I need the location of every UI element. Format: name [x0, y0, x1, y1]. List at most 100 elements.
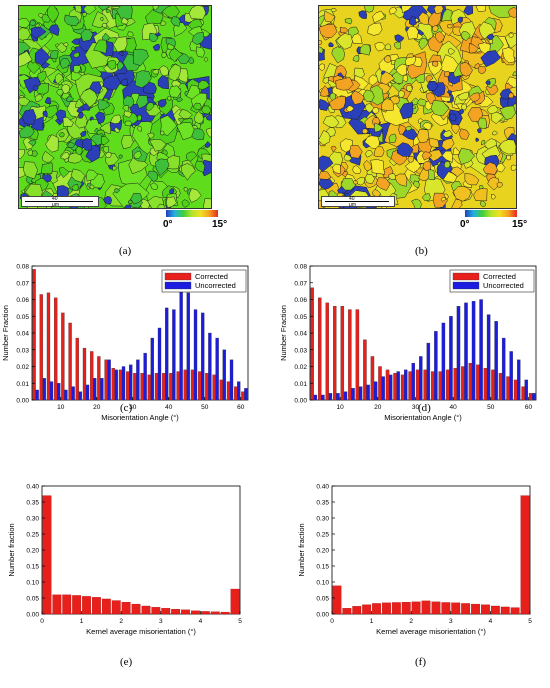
grain: [85, 169, 98, 182]
grain: [457, 147, 475, 165]
bar: [198, 371, 202, 401]
histogram-c: 0.00 0.01 0.02 0.03 0.04 0.05 0.06 0.07 0.08 10 20…: [0, 260, 260, 425]
grain: [181, 199, 191, 208]
bar: [528, 393, 533, 401]
grain: [372, 10, 386, 24]
bar: [244, 388, 248, 401]
bar: [494, 321, 498, 401]
grain: [332, 163, 341, 175]
bar: [172, 309, 176, 401]
grain: [322, 115, 340, 128]
grain: [56, 88, 64, 96]
x-tick-label: 5: [238, 618, 242, 625]
bar: [176, 371, 180, 401]
x-tick-label: 2: [119, 618, 123, 625]
bar: [118, 369, 123, 401]
grain: [452, 147, 461, 155]
x-tick-label: 60: [237, 404, 245, 411]
bar: [423, 369, 427, 401]
grain: [411, 198, 422, 208]
grain: [370, 159, 386, 175]
grain: [152, 6, 159, 11]
grain: [75, 98, 85, 109]
bar: [453, 368, 458, 401]
bar: [393, 373, 397, 401]
grain: [122, 105, 129, 113]
bar: [352, 606, 362, 615]
grain: [127, 31, 135, 38]
bar: [461, 366, 465, 401]
grain: [381, 98, 395, 111]
bar: [468, 363, 473, 401]
grain: [28, 139, 37, 146]
grain: [41, 13, 52, 23]
grain: [118, 154, 123, 160]
grain: [168, 85, 182, 98]
grain: [452, 186, 472, 202]
bar: [219, 379, 223, 401]
bar: [451, 602, 461, 615]
grain: [81, 137, 92, 151]
y-tick-label: 0.07: [16, 280, 29, 287]
y-tick-label: 0.03: [294, 347, 307, 354]
bar: [446, 369, 450, 401]
scale-label-a: 40 μm: [52, 196, 60, 208]
legend-swatch: [452, 272, 480, 281]
grain: [352, 165, 362, 174]
grain: [147, 132, 155, 139]
y-tick-label: 0.02: [16, 364, 29, 371]
grain: [405, 84, 413, 92]
grain: [42, 174, 52, 183]
grain: [67, 141, 76, 149]
legend-swatch: [164, 281, 192, 290]
grain: [433, 6, 444, 15]
bar: [400, 374, 405, 401]
grain: [123, 109, 133, 118]
x-tick-label: 10: [57, 404, 65, 411]
x-tick-label: 0: [330, 618, 334, 625]
grain: [427, 60, 443, 76]
grain: [384, 43, 392, 50]
y-tick-label: 0.02: [294, 364, 307, 371]
grain: [373, 122, 384, 133]
bar: [68, 322, 72, 401]
grain: [463, 6, 474, 16]
y-tick-label: 0.35: [316, 500, 329, 507]
grain: [492, 130, 498, 136]
grain: [19, 148, 26, 160]
bar: [193, 309, 198, 401]
bar: [147, 374, 151, 401]
grain: [46, 6, 60, 24]
bar: [222, 349, 226, 401]
grain: [373, 145, 385, 158]
grain: [170, 16, 181, 27]
bar: [64, 389, 68, 401]
grain: [128, 199, 133, 205]
bar: [366, 384, 370, 401]
grain: [444, 161, 451, 169]
bar: [421, 600, 431, 615]
misorientation-chart-c: 0.00 0.01 0.02 0.03 0.04 0.05 0.06 0.07 0.08 10 20…: [1, 264, 249, 422]
kam-map-b: [319, 6, 516, 208]
bar: [241, 391, 245, 401]
grain: [74, 6, 82, 13]
y-tick-label: 0.20: [316, 548, 329, 555]
bar: [483, 368, 488, 401]
kam-map-a: [19, 6, 211, 208]
bar: [140, 373, 144, 401]
bar: [355, 309, 360, 401]
bar: [471, 603, 480, 615]
grain: [444, 71, 450, 78]
grain: [323, 10, 336, 23]
bar: [62, 594, 72, 615]
grain: [62, 42, 69, 47]
bar: [388, 374, 393, 401]
bar: [126, 371, 130, 401]
grain: [203, 198, 211, 208]
y-axis-label: Number Fraction: [1, 305, 10, 361]
colorbar-max-a: 15°: [212, 219, 228, 230]
grain: [428, 137, 440, 148]
grain: [473, 188, 488, 202]
grain: [70, 168, 86, 183]
x-tick-label: 10: [337, 404, 345, 411]
